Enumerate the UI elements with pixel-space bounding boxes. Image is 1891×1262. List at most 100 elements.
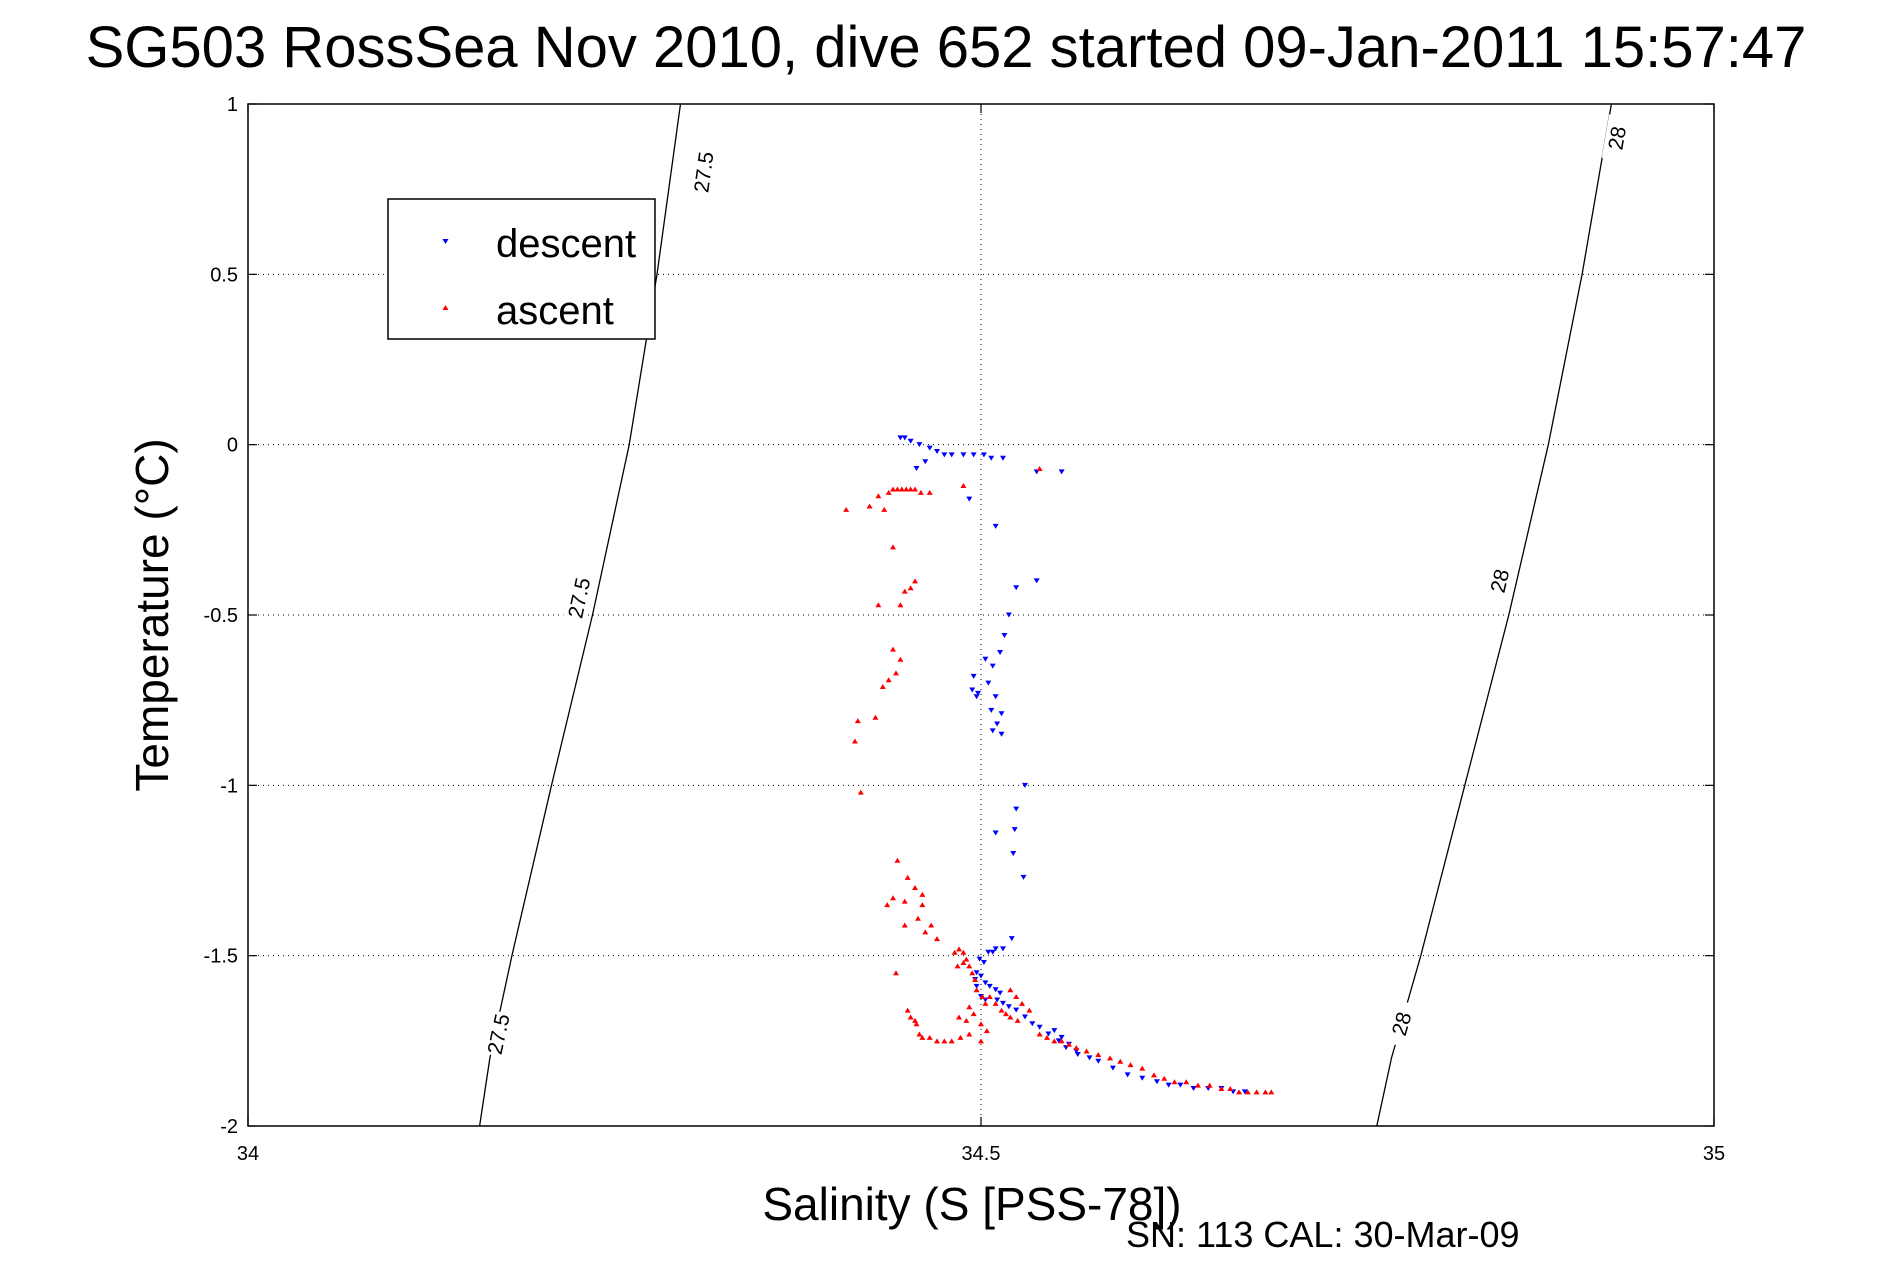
ascent-point-100: [1227, 1086, 1234, 1092]
ascent-point-68: [904, 1007, 911, 1013]
y-tick-label-0: -2: [220, 1116, 238, 1138]
ascent-point-0: [885, 489, 892, 495]
ascent-point-109: [1026, 1007, 1033, 1013]
descent-point-71: [1086, 1055, 1093, 1061]
ascent-point-88: [1095, 1051, 1102, 1057]
ascent-point-4: [903, 486, 910, 492]
ascent-point-73: [919, 1034, 926, 1040]
grid-lines: [248, 104, 1714, 1126]
y-tick-label-4: 0: [227, 435, 238, 457]
ascent-point-23: [892, 670, 899, 676]
descent-point-60: [994, 997, 1001, 1003]
contour-label-bg-0-1: [562, 573, 596, 622]
descent-point-4: [926, 445, 933, 451]
ascent-point-52: [972, 977, 979, 983]
ascent-point-26: [872, 714, 879, 720]
descent-point-85: [1058, 1034, 1065, 1040]
ascent-point-46: [963, 956, 970, 962]
ascent-point-37: [919, 902, 926, 908]
ascent-point-31: [904, 874, 911, 880]
ascent-point-33: [919, 891, 926, 897]
ascent-point-59: [1002, 1011, 1009, 1017]
ascent-point-81: [1036, 1031, 1043, 1037]
descent-point-75: [1139, 1075, 1146, 1081]
series-descent: [897, 435, 1248, 1095]
descent-point-26: [970, 673, 977, 679]
descent-point-64: [1021, 1014, 1028, 1020]
ascent-point-85: [1065, 1041, 1072, 1047]
ascent-point-7: [917, 489, 924, 495]
descent-point-72: [1095, 1058, 1102, 1064]
contour-label-bg-0-0: [482, 1009, 516, 1059]
descent-point-49: [980, 959, 987, 965]
x-tick-label-1: 34.5: [962, 1143, 1001, 1165]
ascent-point-29: [857, 789, 864, 795]
descent-point-73: [1109, 1065, 1116, 1071]
ascent-point-19: [897, 602, 904, 608]
ascent-point-14: [1036, 466, 1043, 472]
descent-point-62: [1005, 1004, 1012, 1010]
contour-label-28-2: 28: [1604, 125, 1631, 152]
descent-point-54: [973, 983, 980, 989]
descent-point-55: [986, 983, 993, 989]
ascent-point-91: [1127, 1062, 1134, 1068]
ascent-point-75: [934, 1038, 941, 1044]
descent-point-45: [989, 949, 996, 955]
ascent-point-43: [951, 949, 958, 955]
ascent-point-65: [956, 1014, 963, 1020]
descent-point-74: [1124, 1072, 1131, 1078]
ascent-point-108: [1019, 1000, 1026, 1006]
descent-point-13: [913, 466, 920, 472]
descent-point-83: [1241, 1089, 1248, 1095]
y-tick-label-5: 0.5: [210, 264, 238, 286]
ascent-point-21: [890, 646, 897, 652]
descent-point-2: [907, 438, 914, 444]
descent-point-37: [1021, 782, 1028, 788]
descent-point-39: [1011, 827, 1018, 833]
descent-point-9: [970, 452, 977, 458]
descent-point-19: [1033, 578, 1040, 584]
ascent-point-54: [979, 994, 986, 1000]
ascent-point-35: [890, 895, 897, 901]
descent-point-30: [973, 694, 980, 700]
ascent-point-101: [1236, 1089, 1243, 1095]
ascent-point-106: [1007, 987, 1014, 993]
descent-point-57: [997, 990, 1004, 996]
ascent-point-45: [960, 949, 967, 955]
descent-point-5: [934, 448, 941, 454]
descent-point-25: [989, 663, 996, 669]
contour-label-bg-1-1: [1483, 556, 1517, 606]
y-tick-label-6: 1: [227, 94, 238, 116]
ascent-point-27: [854, 718, 861, 724]
ascent-point-50: [954, 963, 961, 969]
legend-marker-descent: [442, 239, 449, 244]
descent-point-32: [998, 711, 1005, 717]
descent-point-44: [999, 946, 1006, 952]
descent-point-41: [1010, 850, 1017, 856]
ascent-point-6: [912, 486, 919, 492]
ascent-point-49: [960, 959, 967, 965]
y-axis-label: Temperature (°C): [126, 438, 178, 791]
ascent-point-63: [970, 1011, 977, 1017]
descent-point-0: [897, 435, 904, 441]
series-ascent: [843, 466, 1275, 1095]
ascent-point-2: [894, 486, 901, 492]
legend-label-descent: descent: [496, 222, 636, 266]
ascent-point-95: [1171, 1079, 1178, 1085]
descent-point-38: [1013, 806, 1020, 812]
ascent-point-84: [1058, 1038, 1065, 1044]
ascent-point-87: [1083, 1048, 1090, 1054]
contour-label-bg-0-2: [689, 148, 719, 196]
ascent-point-10: [866, 503, 873, 509]
calibration-footer: SN: 113 CAL: 30-Mar-09: [1126, 1214, 1520, 1255]
ascent-point-30: [894, 857, 901, 863]
ascent-point-51: [892, 970, 899, 976]
ascent-point-96: [1183, 1079, 1190, 1085]
ascent-point-89: [1107, 1055, 1114, 1061]
ascent-point-72: [916, 1031, 923, 1037]
descent-point-1: [901, 435, 908, 441]
ascent-point-48: [969, 970, 976, 976]
contour-label-28-1: 28: [1487, 567, 1515, 595]
